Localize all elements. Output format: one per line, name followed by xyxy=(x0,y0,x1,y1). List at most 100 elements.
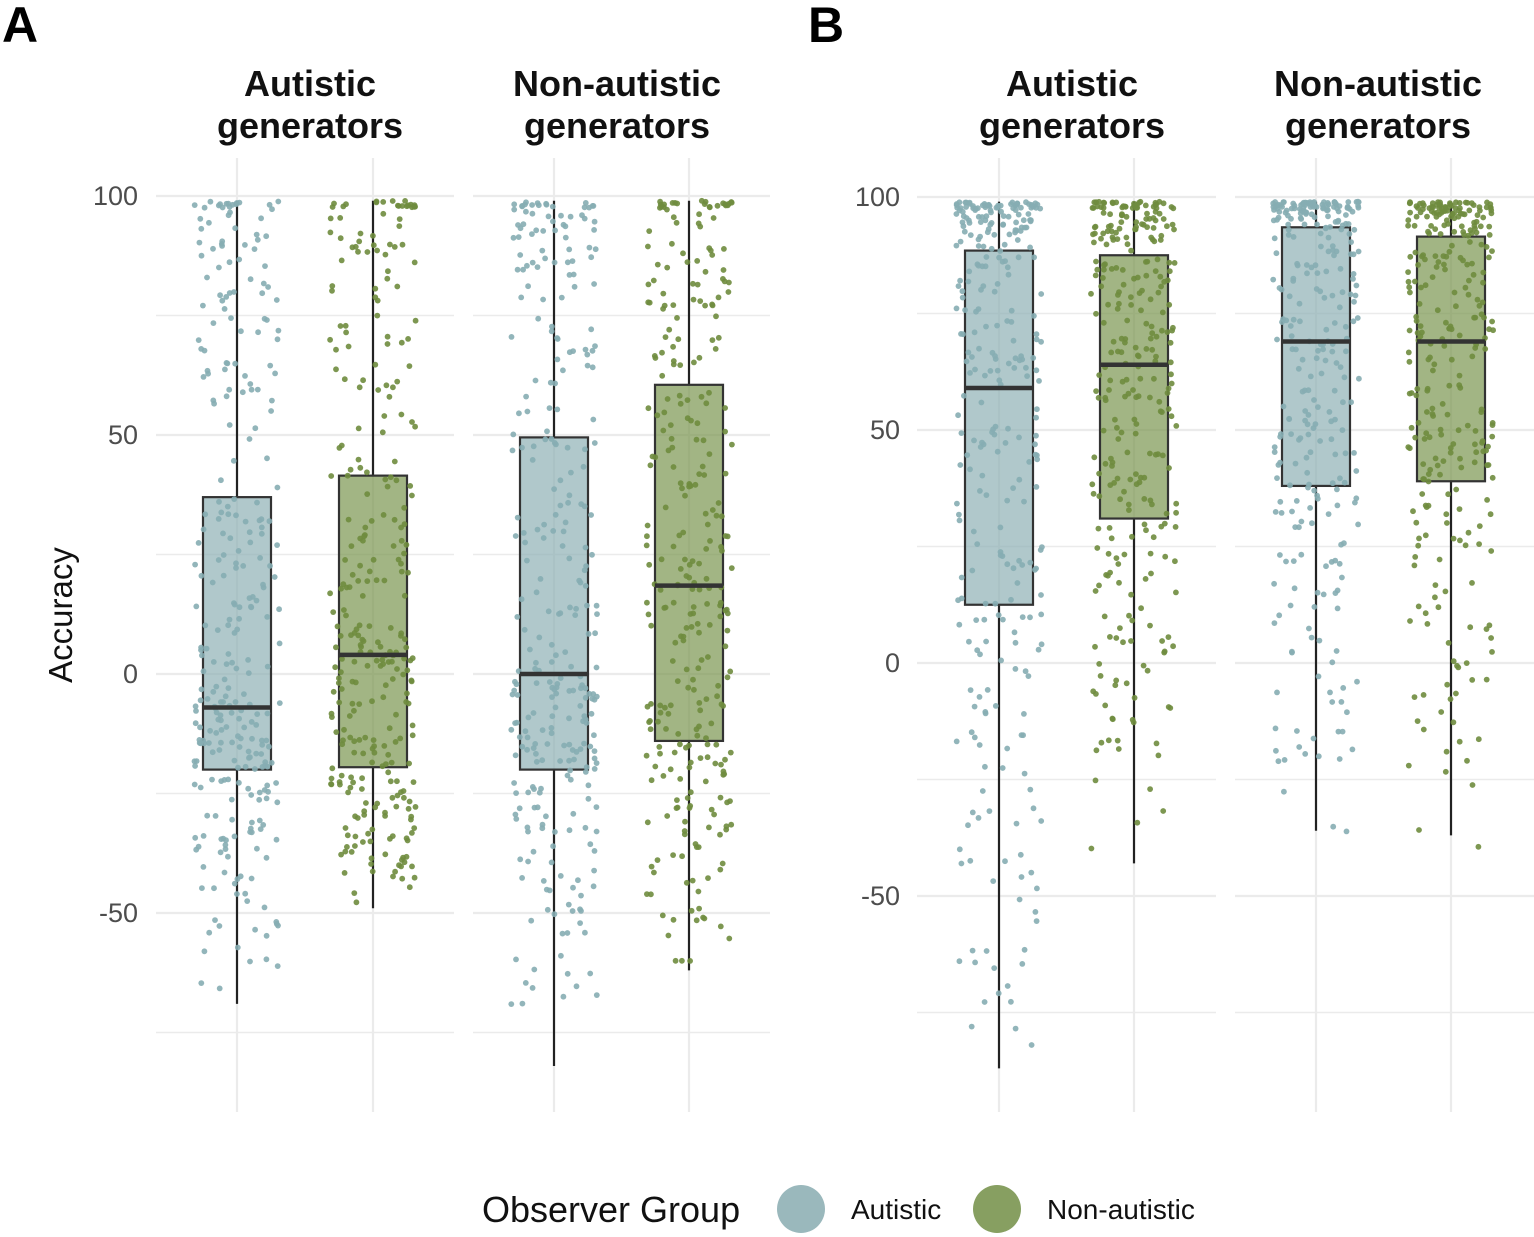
data-point xyxy=(1472,441,1478,448)
data-point xyxy=(654,857,661,863)
data-point xyxy=(1167,339,1174,346)
data-point xyxy=(567,604,573,611)
data-point xyxy=(215,557,222,563)
data-point xyxy=(384,333,391,340)
data-point xyxy=(1161,649,1168,656)
data-point xyxy=(533,227,540,234)
data-point xyxy=(1096,493,1103,500)
data-point xyxy=(373,657,380,664)
facet-title: Non-autistic xyxy=(513,63,721,104)
y-tick-label: 50 xyxy=(108,420,138,450)
data-point xyxy=(1115,561,1122,567)
data-point xyxy=(1350,276,1356,282)
data-point xyxy=(219,243,226,249)
data-point xyxy=(276,606,282,613)
data-point xyxy=(1456,200,1463,206)
data-point xyxy=(955,597,961,604)
data-point xyxy=(1424,621,1431,627)
data-point xyxy=(1286,293,1293,300)
data-point xyxy=(682,556,688,563)
data-point xyxy=(1147,786,1153,792)
data-point xyxy=(260,581,266,588)
data-point xyxy=(328,710,335,717)
data-point xyxy=(715,334,722,341)
data-point xyxy=(1312,421,1319,427)
data-point xyxy=(236,604,243,611)
data-point xyxy=(694,420,701,427)
data-point xyxy=(706,204,713,211)
data-point xyxy=(1308,634,1315,641)
data-point xyxy=(683,625,690,631)
data-point xyxy=(1165,406,1172,412)
legend: Observer Group Autistic Non-autistic xyxy=(482,1185,1195,1233)
data-point xyxy=(345,789,351,796)
data-point xyxy=(512,720,518,726)
data-point xyxy=(591,281,597,287)
data-point xyxy=(1464,261,1471,268)
data-point xyxy=(1118,335,1125,342)
data-point xyxy=(1012,1025,1019,1032)
data-point xyxy=(227,535,234,542)
data-point xyxy=(591,440,598,446)
data-point xyxy=(522,980,529,986)
data-point xyxy=(1290,316,1297,323)
data-point xyxy=(525,714,532,721)
data-point xyxy=(247,539,254,546)
data-point xyxy=(1345,199,1352,205)
data-point xyxy=(677,400,684,407)
data-point xyxy=(992,703,999,709)
data-point xyxy=(567,776,574,783)
data-point xyxy=(722,405,728,411)
data-point xyxy=(977,444,984,450)
data-point xyxy=(692,481,699,488)
data-point xyxy=(1489,649,1495,655)
data-point xyxy=(524,408,531,415)
data-point xyxy=(1316,637,1323,644)
data-point xyxy=(1149,330,1156,337)
data-point xyxy=(223,393,230,400)
data-point xyxy=(347,784,354,791)
data-point xyxy=(1124,449,1131,456)
data-point xyxy=(683,744,689,751)
data-point xyxy=(1117,625,1123,631)
data-point xyxy=(401,592,408,599)
data-point xyxy=(1271,235,1278,242)
data-point xyxy=(245,670,252,676)
data-point xyxy=(683,573,690,579)
data-point xyxy=(1018,874,1025,880)
data-point xyxy=(1469,782,1476,788)
data-point xyxy=(701,201,708,208)
data-point xyxy=(1313,286,1320,292)
data-point xyxy=(974,541,981,547)
data-point xyxy=(200,302,206,309)
data-point xyxy=(397,735,404,742)
data-point xyxy=(553,441,559,448)
data-point xyxy=(341,726,347,733)
data-point xyxy=(660,305,666,312)
data-point xyxy=(1133,219,1140,226)
data-point xyxy=(1472,225,1478,232)
data-point xyxy=(364,249,371,255)
data-point xyxy=(263,956,270,963)
data-point xyxy=(337,323,344,329)
data-point xyxy=(724,799,730,806)
data-point xyxy=(967,370,973,376)
data-point xyxy=(702,268,709,275)
data-point xyxy=(659,372,666,379)
data-point xyxy=(241,691,247,697)
data-point xyxy=(1096,470,1102,477)
data-point xyxy=(233,565,239,571)
data-point xyxy=(387,625,394,631)
data-point xyxy=(673,219,680,226)
data-point xyxy=(510,431,517,438)
data-point xyxy=(1141,521,1148,528)
data-point xyxy=(272,370,278,377)
data-point xyxy=(1406,358,1413,365)
data-point xyxy=(697,298,704,304)
data-point xyxy=(258,524,265,531)
data-point xyxy=(218,739,224,746)
data-point xyxy=(980,243,987,250)
data-point xyxy=(217,849,224,856)
data-point xyxy=(529,259,536,266)
data-point xyxy=(967,466,973,473)
